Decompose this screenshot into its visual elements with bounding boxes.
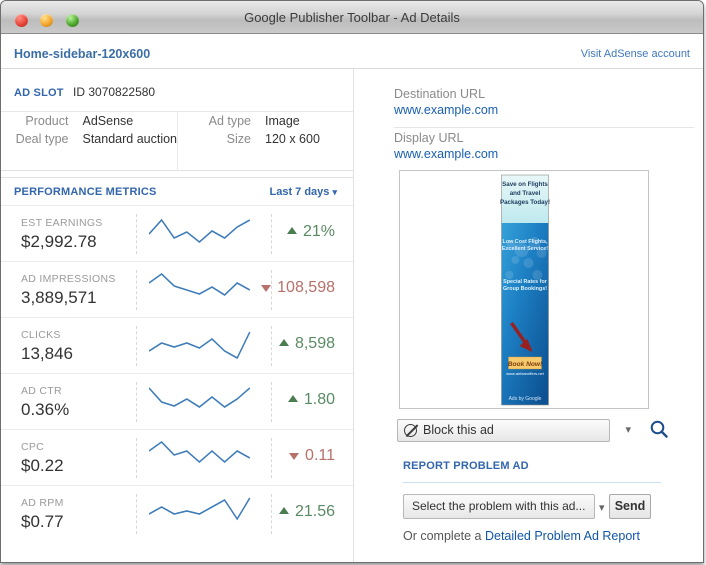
- svg-text:www.airfareoffers.net: www.airfareoffers.net: [506, 371, 544, 376]
- svg-text:Low Cost Flights,: Low Cost Flights,: [503, 239, 548, 245]
- svg-text:Packages Today!: Packages Today!: [500, 199, 550, 206]
- svg-text:Special Rates for: Special Rates for: [503, 279, 548, 285]
- svg-text:Save on Flights: Save on Flights: [502, 181, 548, 188]
- svg-text:Group Bookings!: Group Bookings!: [503, 286, 547, 292]
- svg-text:Excellent Service!: Excellent Service!: [502, 246, 548, 252]
- svg-text:and Travel: and Travel: [510, 190, 541, 197]
- svg-text:Book Now!: Book Now!: [508, 361, 543, 368]
- svg-text:Ads by Google: Ads by Google: [509, 396, 542, 402]
